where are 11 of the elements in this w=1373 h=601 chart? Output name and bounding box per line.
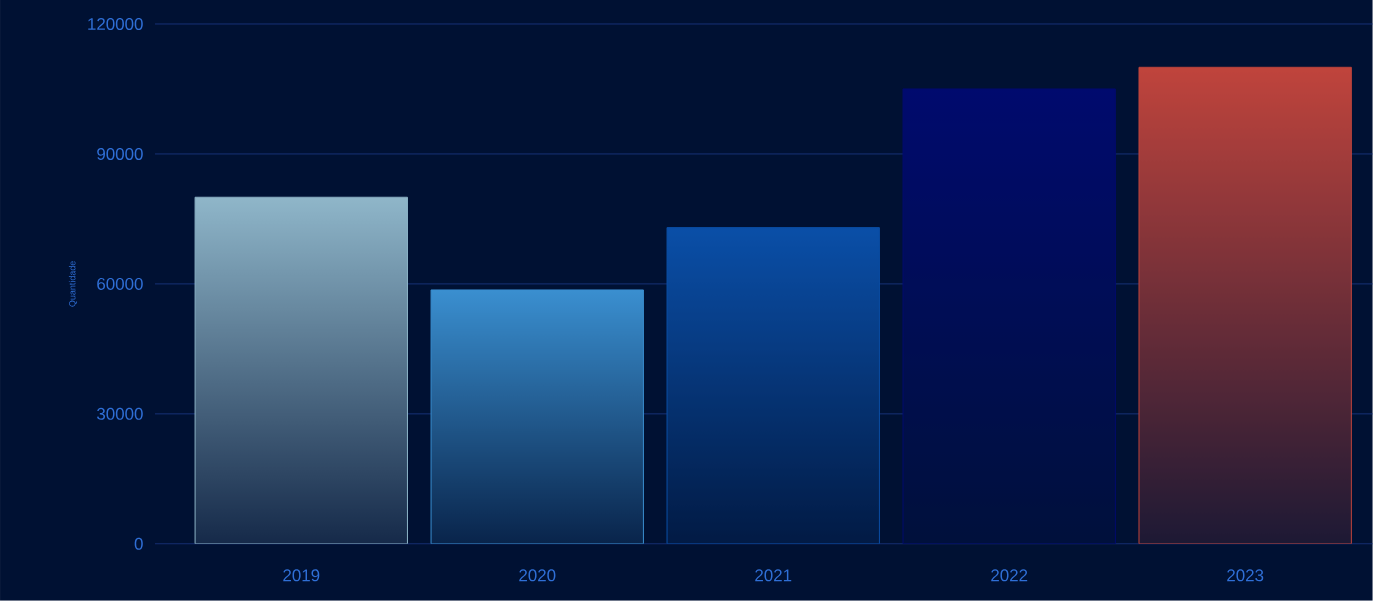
y-tick-label: 90000 [97, 148, 143, 161]
y-tick-label: 120000 [88, 18, 143, 31]
x-tick-label: 2023 [1227, 569, 1264, 582]
x-tick-label: 2019 [283, 569, 320, 582]
x-tick-label: 2021 [755, 569, 792, 582]
y-tick-label: 60000 [97, 278, 143, 290]
y-axis-title: Quantidade [68, 261, 78, 307]
y-tick-label: 30000 [97, 407, 143, 420]
x-tick-label: 2020 [519, 569, 556, 582]
y-tick-label: 0 [134, 537, 143, 550]
x-tick-label: 2022 [991, 569, 1028, 582]
